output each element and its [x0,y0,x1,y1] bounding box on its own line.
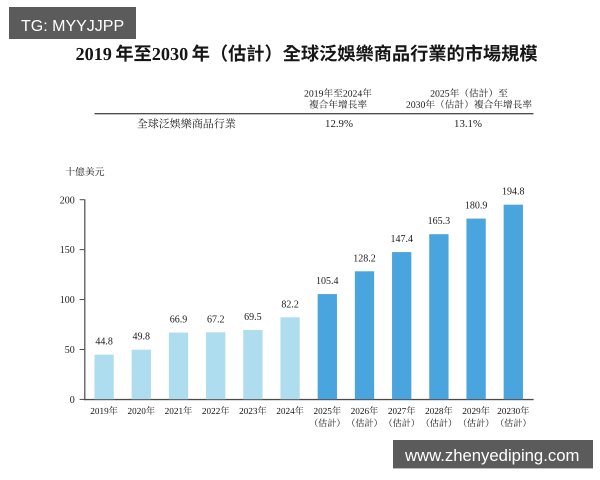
svg-text:67.2: 67.2 [207,314,225,325]
svg-text:50: 50 [65,345,75,356]
svg-text:TG: MYYJJPP: TG: MYYJJPP [21,18,124,35]
svg-text:66.9: 66.9 [170,315,188,326]
svg-text:0: 0 [70,395,75,406]
svg-text:200: 200 [60,195,75,206]
svg-text:49.8: 49.8 [133,332,151,343]
svg-text:105.4: 105.4 [316,276,339,287]
svg-text:12.9%: 12.9% [325,118,353,130]
svg-text:82.2: 82.2 [281,299,299,310]
svg-text:100: 100 [60,295,75,306]
svg-text:180.9: 180.9 [465,201,488,212]
svg-text:13.1%: 13.1% [454,118,482,130]
svg-text:194.8: 194.8 [502,187,525,198]
svg-text:www.zhenyediping.com: www.zhenyediping.com [404,446,579,465]
svg-text:147.4: 147.4 [390,234,413,245]
svg-text:128.2: 128.2 [353,253,376,264]
svg-text:69.5: 69.5 [244,312,262,323]
svg-text:165.3: 165.3 [428,216,451,227]
svg-text:150: 150 [60,245,75,256]
svg-text:44.8: 44.8 [95,337,113,348]
